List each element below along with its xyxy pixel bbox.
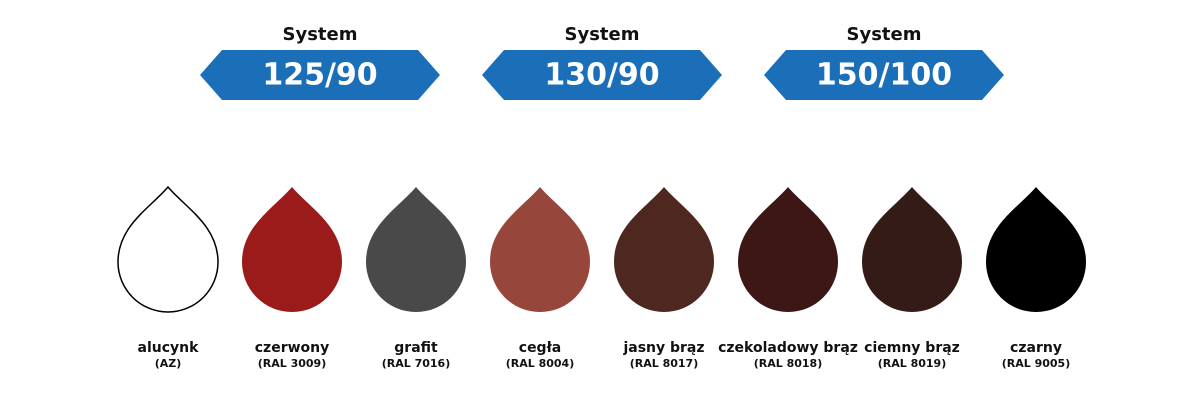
color-code: (RAL 8017) — [630, 357, 699, 370]
color-drop — [986, 187, 1086, 312]
color-code: (RAL 8018) — [754, 357, 823, 370]
system-value: 130/90 — [544, 58, 659, 93]
color-code: (RAL 3009) — [258, 357, 327, 370]
color-code: (RAL 9005) — [1002, 357, 1071, 370]
color-name: czerwony — [255, 340, 330, 356]
system-label: System — [565, 24, 640, 45]
color-drop — [614, 187, 714, 312]
color-drop — [117, 185, 219, 313]
color-code: (RAL 8004) — [506, 357, 575, 370]
system-banner — [482, 50, 722, 100]
color-drop — [862, 187, 962, 312]
color-name: jasny brąz — [622, 340, 704, 356]
system-value: 125/90 — [262, 58, 377, 93]
color-drop — [490, 187, 590, 312]
color-drop — [738, 187, 838, 312]
system-banner — [764, 50, 1004, 100]
color-code: (AZ) — [155, 357, 182, 370]
color-name: ciemny brąz — [864, 340, 960, 356]
color-drop — [366, 187, 466, 312]
color-name: alucynk — [138, 340, 200, 356]
system-label: System — [847, 24, 922, 45]
system-banner — [200, 50, 440, 100]
system-value: 150/100 — [816, 58, 952, 93]
system-label: System — [283, 24, 358, 45]
color-name: cegła — [519, 340, 561, 356]
color-drop — [242, 187, 342, 312]
color-code: (RAL 7016) — [382, 357, 451, 370]
color-name: czekoladowy brąz — [718, 340, 858, 356]
color-name: grafit — [394, 340, 438, 356]
color-name: czarny — [1010, 340, 1062, 356]
color-code: (RAL 8019) — [878, 357, 947, 370]
